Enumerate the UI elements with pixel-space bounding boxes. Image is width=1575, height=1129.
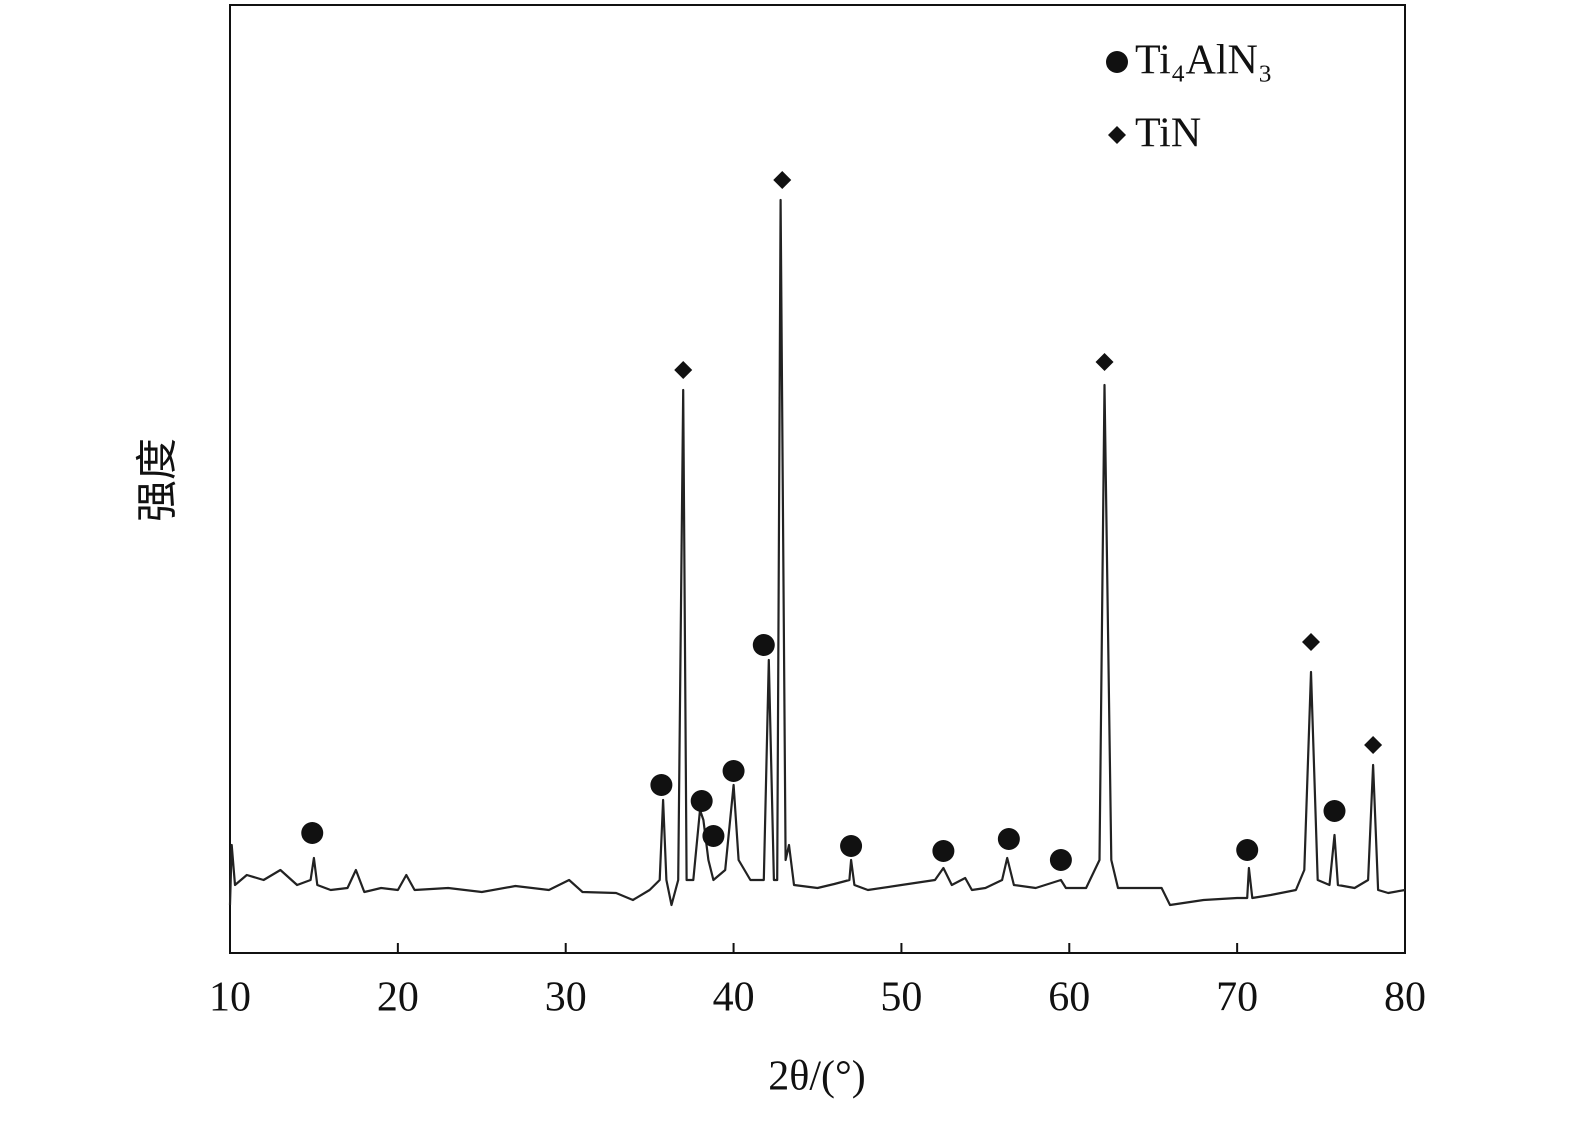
marker-circle bbox=[702, 825, 725, 847]
marker-diamond bbox=[674, 361, 693, 379]
x-tick-label: 10 bbox=[209, 975, 251, 1021]
marker-circle bbox=[650, 774, 673, 796]
x-tick-label: 60 bbox=[1048, 975, 1090, 1021]
x-tick-label: 70 bbox=[1216, 975, 1258, 1021]
xrd-line bbox=[228, 198, 1406, 907]
marker-circle bbox=[1236, 839, 1259, 861]
marker-diamond bbox=[773, 171, 792, 189]
marker-circle bbox=[1049, 849, 1072, 871]
marker-circle bbox=[932, 840, 955, 862]
marker-circle bbox=[1323, 800, 1346, 822]
marker-diamond bbox=[1364, 736, 1383, 754]
plot-frame bbox=[229, 4, 1406, 954]
x-tick-label: 30 bbox=[545, 975, 587, 1021]
marker-circle bbox=[840, 835, 863, 857]
marker-diamond bbox=[1108, 126, 1126, 144]
x-tick-label: 80 bbox=[1384, 975, 1426, 1021]
legend-label: Ti₄AlN₃ bbox=[1135, 38, 1272, 84]
marker-diamond bbox=[1302, 633, 1320, 651]
legend-label: TiN bbox=[1135, 111, 1201, 157]
marker-circle bbox=[752, 634, 775, 656]
marker-circle bbox=[722, 760, 745, 782]
marker-circle bbox=[1106, 51, 1128, 73]
marker-circle bbox=[301, 822, 324, 844]
marker-circle bbox=[997, 828, 1020, 850]
x-tick-label: 20 bbox=[377, 975, 419, 1021]
x-tick-label: 40 bbox=[713, 975, 755, 1021]
x-tick-label: 50 bbox=[880, 975, 922, 1021]
x-axis-label: 2θ/(°) bbox=[768, 1054, 866, 1100]
marker-circle bbox=[690, 790, 713, 812]
marker-diamond bbox=[1095, 353, 1114, 371]
y-axis-label: 强度 bbox=[136, 438, 182, 522]
